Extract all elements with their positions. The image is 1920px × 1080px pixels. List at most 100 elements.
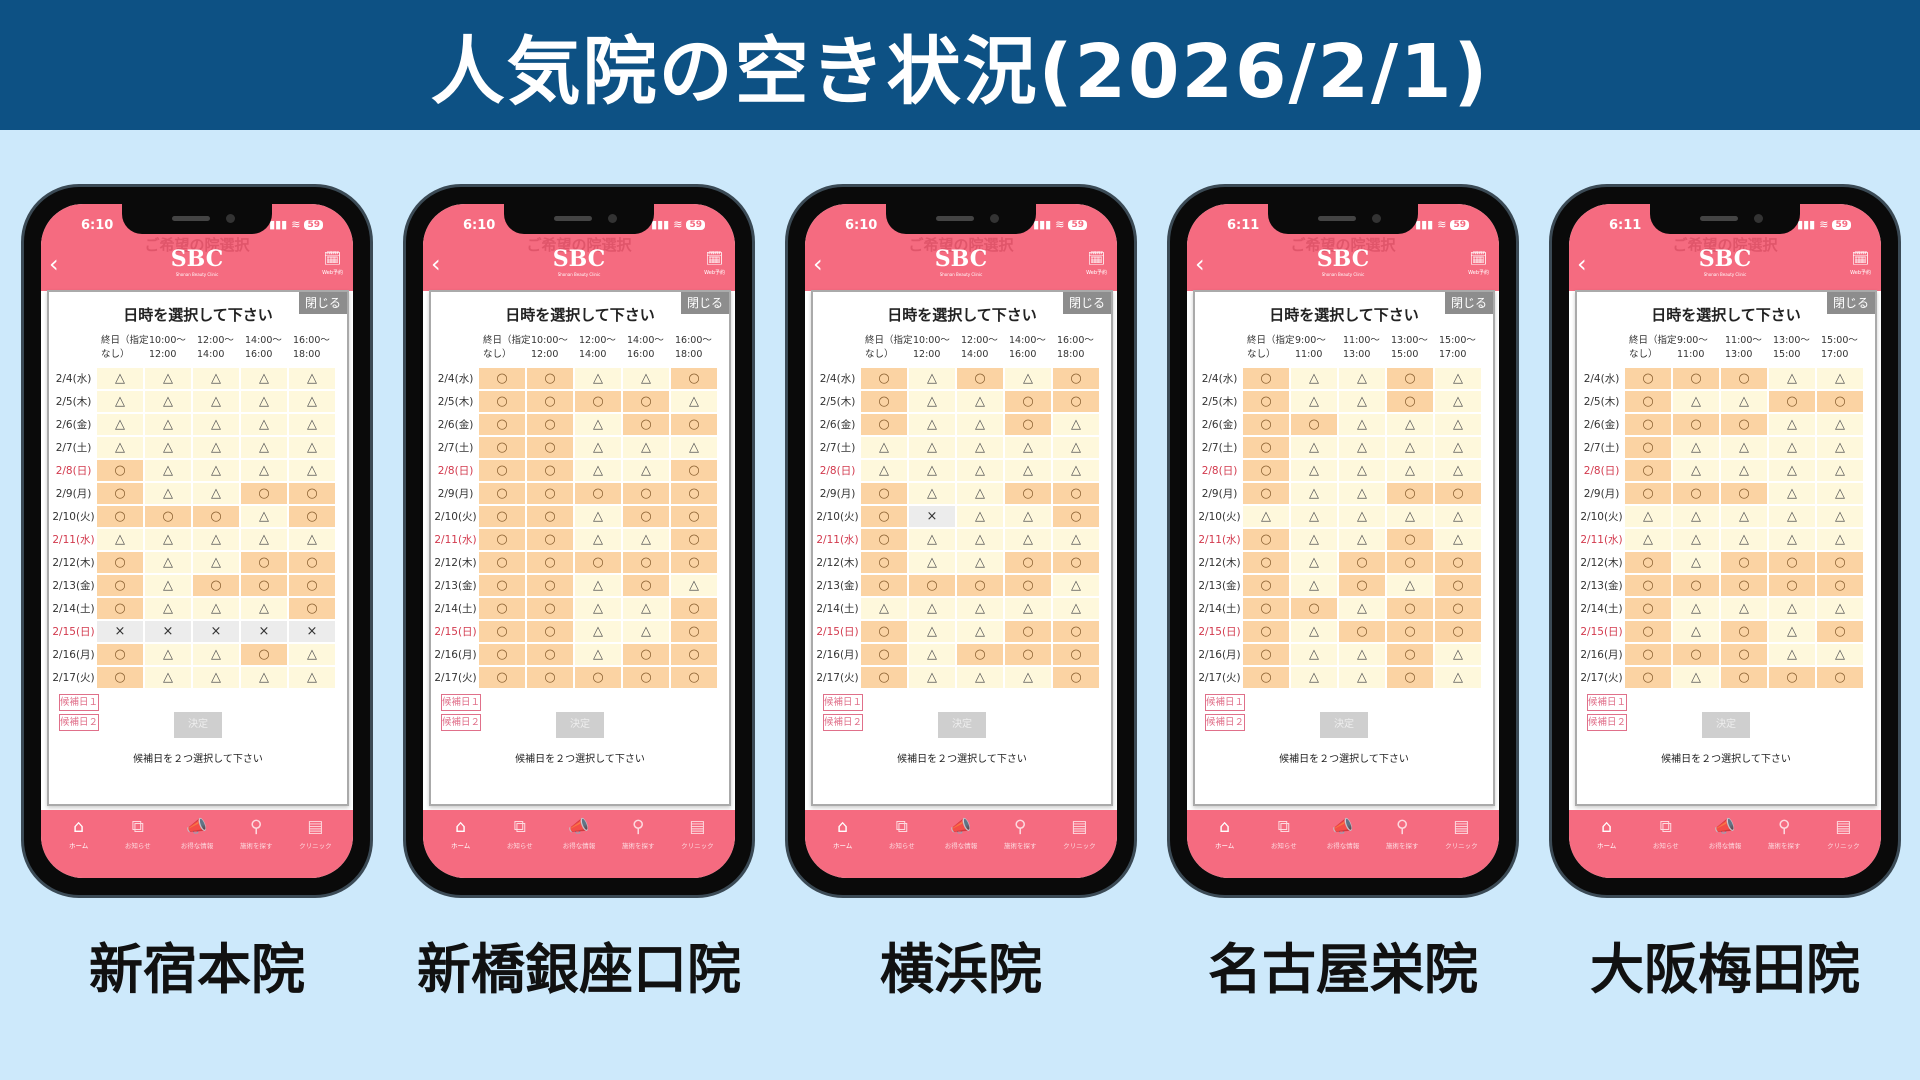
slot-cell[interactable]: △ [1005,667,1051,689]
slot-cell[interactable]: △ [1817,506,1863,528]
candidate-1[interactable]: 候補日１ [59,694,99,711]
slot-cell[interactable]: ○ [479,552,525,574]
slot-cell[interactable]: △ [575,437,621,459]
nav-item-2[interactable]: 📣 お得な情報 [931,810,990,878]
chevron-left-icon[interactable]: ‹ [813,250,823,278]
slot-cell[interactable]: △ [145,368,191,390]
slot-cell[interactable]: △ [1053,460,1099,482]
slot-cell[interactable]: ○ [527,667,573,689]
slot-cell[interactable]: △ [193,552,239,574]
slot-cell[interactable]: △ [1673,667,1719,689]
slot-cell[interactable]: △ [193,414,239,436]
slot-cell[interactable]: ○ [479,414,525,436]
candidate-1[interactable]: 候補日１ [1587,694,1627,711]
nav-item-2[interactable]: 📣 お得な情報 [549,810,608,878]
slot-cell[interactable]: △ [909,368,955,390]
slot-cell[interactable]: △ [1817,437,1863,459]
slot-cell[interactable]: △ [1291,552,1337,574]
chevron-left-icon[interactable]: ‹ [49,250,59,278]
slot-cell[interactable]: △ [1769,437,1815,459]
slot-cell[interactable]: △ [193,391,239,413]
slot-cell[interactable]: ○ [671,368,717,390]
slot-cell[interactable]: ○ [861,391,907,413]
slot-cell[interactable]: ○ [1005,391,1051,413]
slot-cell[interactable]: △ [1673,437,1719,459]
slot-cell[interactable]: ○ [861,621,907,643]
slot-cell[interactable]: ○ [1243,598,1289,620]
decide-button[interactable]: 決定 [938,712,986,738]
slot-cell[interactable]: ○ [1387,598,1433,620]
slot-cell[interactable]: ○ [289,552,335,574]
nav-item-3[interactable]: ⚲ 施術を探す [991,810,1050,878]
slot-cell[interactable]: △ [1005,437,1051,459]
slot-cell[interactable]: △ [957,460,1003,482]
slot-cell[interactable]: ○ [1625,621,1671,643]
slot-cell[interactable]: ○ [957,575,1003,597]
slot-cell[interactable]: △ [1673,598,1719,620]
slot-cell[interactable]: △ [241,598,287,620]
slot-cell[interactable]: △ [289,667,335,689]
candidate-2[interactable]: 候補日２ [823,714,863,731]
nav-item-0[interactable]: ⌂ ホーム [49,810,108,878]
slot-cell[interactable]: ○ [479,598,525,620]
web-reserve-button[interactable]: 🗓 Web予約 [322,252,343,280]
decide-button[interactable]: 決定 [174,712,222,738]
nav-item-4[interactable]: ▤ クリニック [668,810,727,878]
slot-cell[interactable]: ○ [289,483,335,505]
candidate-2[interactable]: 候補日２ [1205,714,1245,731]
slot-cell[interactable]: ○ [241,644,287,666]
slot-cell[interactable]: ○ [527,483,573,505]
slot-cell[interactable]: △ [193,437,239,459]
slot-cell[interactable]: △ [1817,460,1863,482]
slot-cell[interactable]: ○ [1243,552,1289,574]
slot-cell[interactable]: ○ [289,506,335,528]
slot-cell[interactable]: △ [97,391,143,413]
slot-cell[interactable]: △ [193,598,239,620]
slot-cell[interactable]: △ [97,529,143,551]
slot-cell[interactable]: ○ [479,506,525,528]
slot-cell[interactable]: △ [1817,598,1863,620]
slot-cell[interactable]: ○ [861,506,907,528]
slot-cell[interactable]: △ [623,621,669,643]
slot-cell[interactable]: △ [193,667,239,689]
slot-cell[interactable]: △ [1721,391,1767,413]
slot-cell[interactable]: △ [1435,460,1481,482]
slot-cell[interactable]: ○ [1339,552,1385,574]
slot-cell[interactable]: △ [575,598,621,620]
slot-cell[interactable]: △ [1673,391,1719,413]
slot-cell[interactable]: △ [1817,529,1863,551]
slot-cell[interactable]: ○ [1673,483,1719,505]
slot-cell[interactable]: △ [1387,414,1433,436]
slot-cell[interactable]: △ [1339,644,1385,666]
slot-cell[interactable]: △ [241,460,287,482]
slot-cell[interactable]: △ [145,460,191,482]
slot-cell[interactable]: ○ [479,575,525,597]
slot-cell[interactable]: △ [1769,368,1815,390]
slot-cell[interactable]: ○ [1053,552,1099,574]
slot-cell[interactable]: ○ [1769,575,1815,597]
slot-cell[interactable]: ○ [623,552,669,574]
slot-cell[interactable]: △ [1339,506,1385,528]
decide-button[interactable]: 決定 [556,712,604,738]
close-button[interactable]: 閉じる [1063,292,1111,314]
slot-cell[interactable]: △ [671,437,717,459]
slot-cell[interactable]: △ [1435,368,1481,390]
slot-cell[interactable]: △ [145,483,191,505]
slot-cell[interactable]: ○ [623,667,669,689]
slot-cell[interactable]: △ [1387,506,1433,528]
slot-cell[interactable]: ○ [1673,575,1719,597]
slot-cell[interactable]: △ [1817,368,1863,390]
slot-cell[interactable]: ○ [1721,414,1767,436]
nav-item-0[interactable]: ⌂ ホーム [1195,810,1254,878]
slot-cell[interactable]: △ [1339,483,1385,505]
slot-cell[interactable]: △ [289,644,335,666]
slot-cell[interactable]: ○ [527,414,573,436]
slot-cell[interactable]: ○ [527,391,573,413]
slot-cell[interactable]: △ [1435,437,1481,459]
slot-cell[interactable]: △ [671,575,717,597]
slot-cell[interactable]: ○ [1625,460,1671,482]
slot-cell[interactable]: △ [1005,506,1051,528]
slot-cell[interactable]: △ [241,437,287,459]
slot-cell[interactable]: △ [1053,529,1099,551]
slot-cell[interactable]: △ [1291,575,1337,597]
